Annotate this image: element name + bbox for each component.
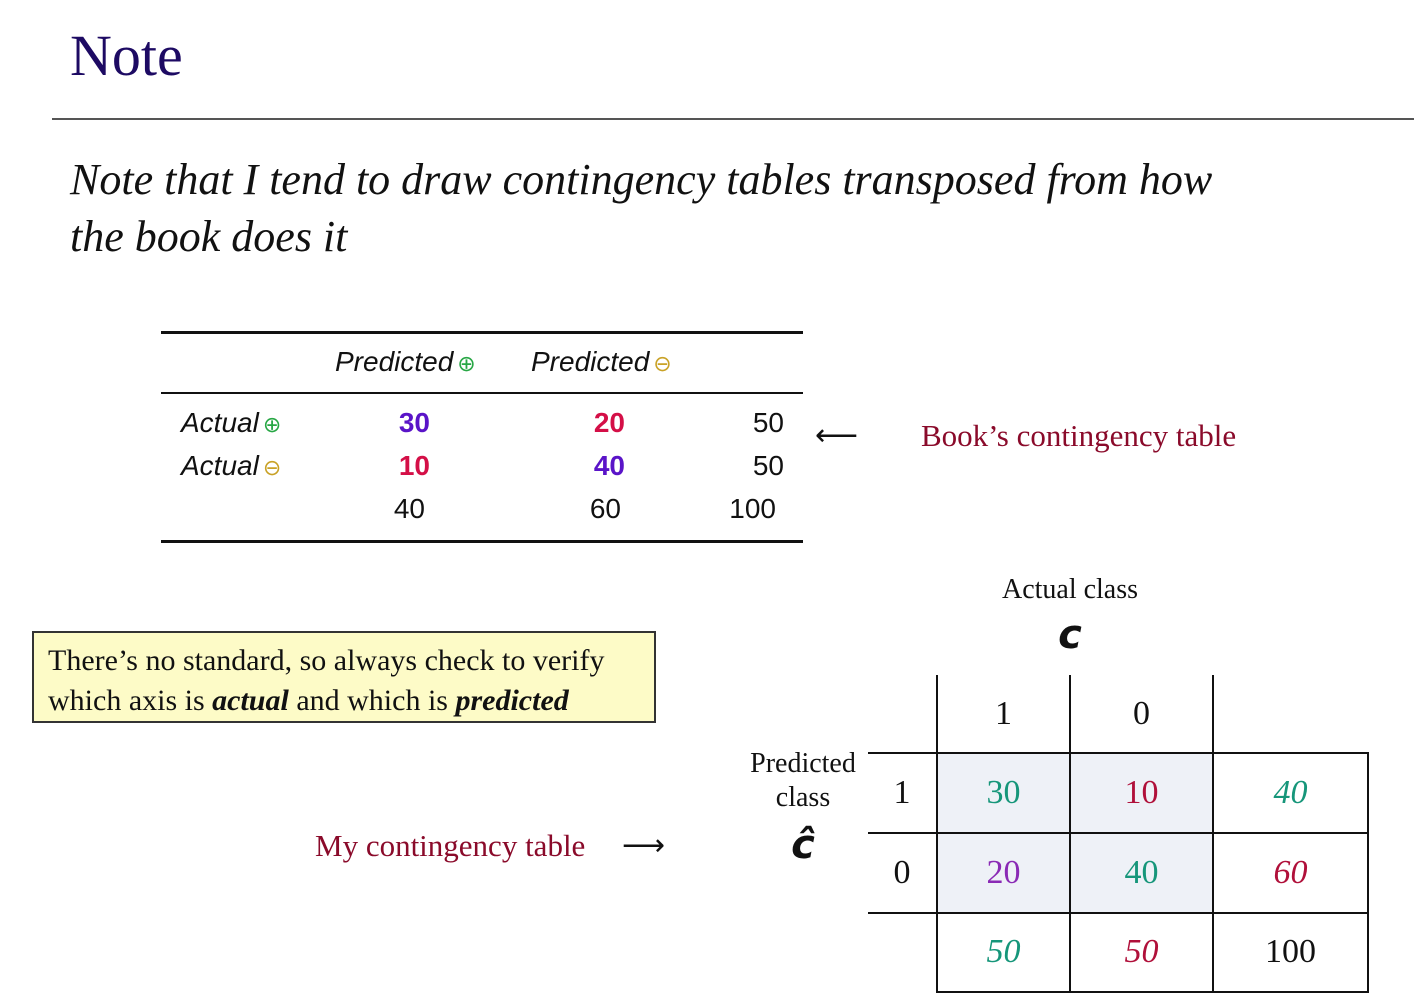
grid-line [868, 912, 1369, 914]
book-cell: 50 [752, 450, 784, 481]
note-line-2: which axis is actual and which is predic… [48, 684, 569, 717]
note-predicted-word: predicted [455, 684, 569, 717]
col-axis-title: Actual class [1001, 574, 1139, 605]
my-cell: 20 [986, 854, 1021, 891]
plus-circle-icon: ⊕ [457, 351, 476, 376]
col-header-predicted-plus: Predicted ⊕ [335, 346, 476, 377]
row-header-actual-plus: Actual ⊕ [181, 407, 282, 438]
note-line-1: There’s no standard, so always check to … [48, 644, 605, 677]
row-header: 1 [893, 774, 911, 811]
table-top-rule [161, 331, 803, 334]
minus-circle-icon: ⊖ [653, 351, 672, 376]
my-cell: 50 [1124, 933, 1159, 970]
note-box: There’s no standard, so always check to … [32, 631, 656, 723]
grid-line [1069, 675, 1071, 993]
col-header: 0 [1133, 695, 1150, 732]
table-bottom-rule [161, 540, 803, 543]
my-cell: 100 [1265, 933, 1316, 970]
book-cell: 60 [589, 493, 621, 524]
book-cell: 100 [729, 493, 776, 524]
my-cell: 60 [1273, 854, 1308, 891]
intro-text-line-2: the book does it [70, 212, 348, 261]
grid-line [868, 752, 1369, 754]
row-axis-title-line-1: Predicted [750, 748, 856, 779]
my-cell: 40 [1124, 854, 1159, 891]
grid-line [868, 832, 1369, 834]
my-cell: 40 [1273, 774, 1308, 811]
book-cell: 40 [593, 450, 625, 481]
actual-class-symbol: c [1058, 612, 1082, 658]
intro-text-line-1: Note that I tend to draw contingency tab… [70, 155, 1213, 204]
grid-line [1212, 675, 1214, 993]
my-cell: 10 [1124, 774, 1159, 811]
my-cell: 30 [986, 774, 1021, 811]
right-arrow-icon: ⟶ [622, 828, 666, 863]
grid-line [936, 991, 1369, 993]
book-cell: 30 [398, 407, 430, 438]
row-header-actual-minus: Actual ⊖ [181, 450, 282, 481]
col-header: 1 [995, 695, 1012, 732]
grid-line [936, 675, 938, 993]
row-header: 0 [893, 854, 911, 891]
my-table-label: My contingency table [315, 828, 586, 863]
note-actual-word: actual [212, 684, 289, 717]
plus-circle-icon: ⊕ [262, 412, 282, 437]
title-divider [52, 118, 1414, 120]
row-axis-title-line-2: class [775, 782, 831, 813]
grid-line [1367, 752, 1369, 993]
predicted-class-symbol: ĉ [791, 822, 815, 868]
book-cell: 50 [752, 407, 784, 438]
col-header-predicted-minus: Predicted ⊖ [531, 346, 672, 377]
book-cell: 10 [398, 450, 430, 481]
table-header-rule [161, 392, 803, 394]
slide-title: Note [70, 23, 183, 88]
book-table-label: Book’s contingency table [921, 418, 1237, 453]
minus-circle-icon: ⊖ [262, 455, 282, 480]
left-arrow-icon: ⟵ [815, 418, 859, 453]
my-cell: 50 [986, 933, 1021, 970]
book-cell: 20 [593, 407, 625, 438]
book-cell: 40 [393, 493, 425, 524]
